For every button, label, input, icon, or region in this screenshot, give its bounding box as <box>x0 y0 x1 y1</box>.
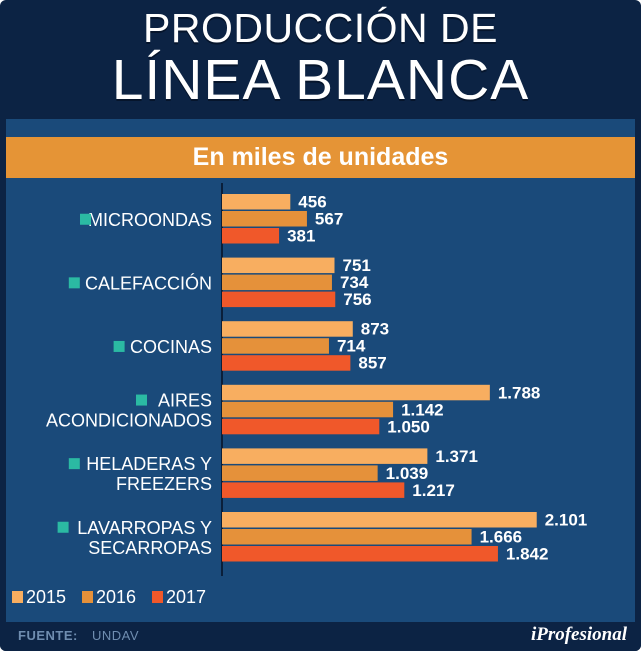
bar-2017 <box>222 418 380 435</box>
legend-swatch <box>12 591 23 603</box>
data-label: 714 <box>337 337 366 356</box>
bar-2015 <box>222 448 428 464</box>
data-label: 1.050 <box>387 417 430 436</box>
data-label: 381 <box>287 227 315 246</box>
footer: FUENTE: UNDAV iProfesional <box>0 622 641 651</box>
category-label: HELADERAS Y <box>86 454 212 474</box>
data-label: 1.788 <box>498 383 541 402</box>
bar-2017 <box>222 228 280 244</box>
category-label: SECARROPAS <box>88 538 212 558</box>
bar-2016 <box>222 465 378 481</box>
category-label: COCINAS <box>130 337 212 357</box>
legend-swatch <box>152 591 163 603</box>
bar-2016 <box>222 401 394 418</box>
data-label: 2.101 <box>545 511 588 530</box>
title-line-1: PRODUCCIÓN DE <box>142 5 499 51</box>
category-label: ACONDICIONADOS <box>46 411 212 431</box>
data-label: 1.371 <box>435 447 478 466</box>
category-marker-icon <box>113 340 125 352</box>
data-label: 1.142 <box>401 400 444 419</box>
data-label: 1.039 <box>386 464 429 483</box>
bar-2017 <box>222 482 405 498</box>
source-value: UNDAV <box>92 628 140 643</box>
bar-2015 <box>222 384 490 401</box>
bar-2017 <box>222 355 351 371</box>
legend-label: 2015 <box>26 587 66 607</box>
category-label: AIRES <box>158 391 212 411</box>
bar-2017 <box>222 546 498 562</box>
category-label: MICROONDAS <box>88 210 212 230</box>
bar-2015 <box>222 512 537 528</box>
category-marker-icon <box>68 458 80 470</box>
data-label: 751 <box>342 256 370 275</box>
category-label: FREEZERS <box>116 474 212 494</box>
data-label: 756 <box>343 290 371 309</box>
category-label: CALEFACCIÓN <box>85 272 212 293</box>
category-marker-icon <box>57 521 69 533</box>
bar-2016 <box>222 338 329 354</box>
title-line-2: LÍNEA BLANCA <box>111 48 530 112</box>
bar-2015 <box>222 194 291 210</box>
subtitle: En miles de unidades <box>192 143 449 171</box>
legend-label: 2016 <box>96 587 136 607</box>
data-label: 734 <box>340 273 369 292</box>
data-label: 1.217 <box>412 481 455 500</box>
data-label: 1.842 <box>506 545 549 564</box>
data-label: 456 <box>298 193 326 212</box>
data-label: 857 <box>358 354 386 373</box>
data-label: 567 <box>315 210 343 229</box>
bar-2016 <box>222 274 332 291</box>
bar-2016 <box>222 529 472 545</box>
source-label: FUENTE: <box>18 628 78 643</box>
legend-swatch <box>82 591 93 603</box>
bar-2017 <box>222 291 336 308</box>
category-marker-icon <box>80 213 91 225</box>
bar-2016 <box>222 211 307 227</box>
data-label: 873 <box>361 320 389 339</box>
category-label: LAVARROPAS Y <box>77 518 212 538</box>
category-marker-icon <box>68 277 80 289</box>
data-label: 1.666 <box>480 528 523 547</box>
bar-2015 <box>222 321 353 337</box>
brand-logo: iProfesional <box>530 624 627 645</box>
legend-label: 2017 <box>166 587 206 607</box>
bar-2015 <box>222 257 335 274</box>
category-marker-icon <box>136 394 147 406</box>
subtitle-bar: En miles de unidades <box>6 137 635 178</box>
